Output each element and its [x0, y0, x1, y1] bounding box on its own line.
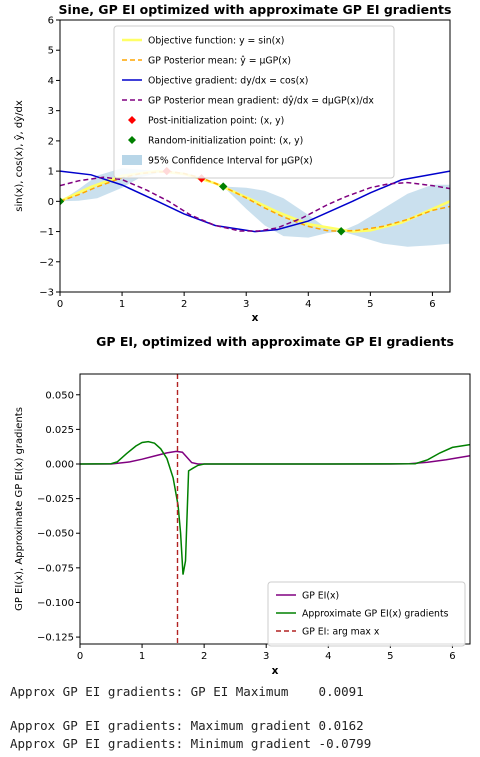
legend-marker	[128, 136, 136, 144]
y-tick-label: −0.050	[37, 529, 74, 540]
legend-label: Approximate GP EI(x) gradients	[302, 609, 449, 620]
y-tick-label: 0.025	[45, 425, 74, 436]
x-tick-label: 5	[387, 651, 393, 662]
series-line-3	[60, 170, 450, 233]
charts-canvas: Sine, GP EI optimized with approximate G…	[13, 2, 471, 677]
console-output-gp-ei-maximum: Approx GP EI gradients: GP EI Maximum 0.…	[10, 684, 364, 699]
legend: Objective function: y = sin(x) GP Posteri…	[113, 25, 395, 179]
x-tick-label: 2	[181, 299, 187, 310]
y-tick-label: −0.100	[37, 598, 74, 609]
console-output-minimum-gradient: Approx GP EI gradients: Minimum gradient…	[10, 736, 372, 751]
x-axis-label: x	[252, 312, 259, 324]
plot-area	[80, 374, 470, 644]
data-point-6-1	[60, 197, 65, 206]
series-line-1	[80, 450, 470, 465]
y-tick-label: −3	[39, 288, 54, 299]
x-tick-label: 0	[77, 651, 83, 662]
legend-label: Random-initialization point: (x, y)	[148, 136, 303, 147]
x-tick-label: 6	[449, 651, 455, 662]
x-tick-label: 1	[119, 299, 125, 310]
y-tick-label: −1	[39, 227, 54, 238]
y-tick-label: −0.025	[37, 494, 74, 505]
y-tick-label: 1	[48, 167, 54, 178]
legend: GP EI(x) Approximate GP EI(x) gradients GP…	[267, 581, 466, 647]
y-axis-label: GP EI(x), Approximate GP EI(x) gradients	[14, 407, 25, 611]
console-output-maximum-gradient: Approx GP EI gradients: Maximum gradient…	[10, 718, 364, 733]
x-tick-label: 4	[305, 299, 311, 310]
chart-title: Sine, GP EI optimized with approximate G…	[59, 2, 452, 17]
y-tick-label: 0.000	[45, 460, 74, 471]
y-tick-label: −2	[39, 257, 54, 268]
y-tick-label: −0.075	[37, 563, 74, 574]
legend-label: GP EI: arg max x	[302, 627, 380, 638]
x-tick-label: 3	[243, 299, 249, 310]
chart-title: GP EI, optimized with approximate GP EI …	[96, 334, 454, 349]
y-tick-label: 0.050	[45, 390, 74, 401]
x-tick-label: 4	[325, 651, 331, 662]
x-tick-label: 0	[57, 299, 63, 310]
data-point-6-3	[336, 227, 346, 236]
y-tick-label: −0.125	[37, 633, 74, 644]
legend-box	[113, 25, 395, 179]
legend-label: 95% Confidence Interval for μGP(x)	[148, 156, 313, 167]
legend-swatch	[122, 155, 142, 165]
legend-label: GP Posterior mean gradient: dŷ/dx = dμGP…	[148, 96, 374, 107]
confidence-band	[60, 168, 450, 247]
y-tick-label: 4	[48, 76, 54, 87]
series-line-2	[80, 440, 470, 575]
chart-1: Sine, GP EI optimized with approximate G…	[13, 2, 451, 324]
x-axis-label: x	[272, 665, 279, 677]
y-tick-label: 5	[48, 46, 54, 57]
y-tick-label: 3	[48, 106, 54, 117]
y-tick-label: 0	[48, 197, 54, 208]
axes-frame	[59, 19, 451, 293]
x-tick-label: 6	[429, 299, 435, 310]
x-tick-label: 5	[367, 299, 373, 310]
legend-label: Post-initialization point: (x, y)	[148, 116, 284, 127]
plot-area	[60, 166, 450, 247]
legend-label: Objective gradient: dy/dx = cos(x)	[148, 76, 308, 87]
chart-2: GP EI, optimized with approximate GP EI …	[14, 334, 471, 677]
y-tick-label: 2	[48, 136, 54, 147]
x-tick-label: 3	[263, 651, 269, 662]
x-tick-label: 2	[201, 651, 207, 662]
y-tick-label: 6	[48, 16, 54, 27]
series-line-4	[60, 176, 450, 232]
y-axis-label: sin(x), cos(x), ŷ, dŷ/dx	[13, 100, 25, 212]
x-tick-label: 1	[139, 651, 145, 662]
legend-marker	[128, 116, 136, 124]
legend-label: GP EI(x)	[302, 591, 339, 602]
data-point-6-2	[219, 182, 228, 191]
legend-box	[267, 581, 466, 647]
legend-label: GP Posterior mean: ŷ = μGP(x)	[148, 56, 291, 67]
legend-label: Objective function: y = sin(x)	[148, 36, 284, 47]
